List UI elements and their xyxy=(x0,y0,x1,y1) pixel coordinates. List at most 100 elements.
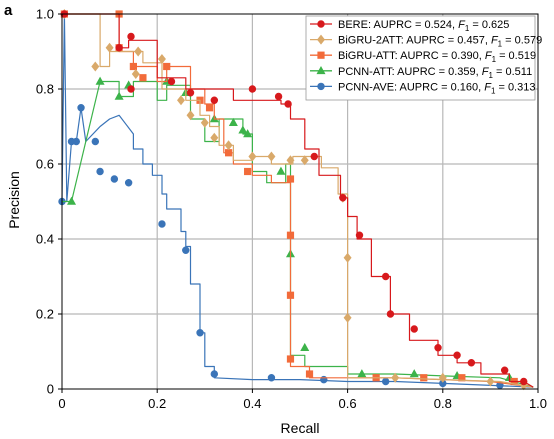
diamond-marker xyxy=(391,372,400,383)
legend-box xyxy=(305,15,536,101)
y-tick-label: 0.2 xyxy=(36,307,54,322)
triangle-marker xyxy=(300,342,310,352)
x-tick-label: 0 xyxy=(58,396,65,411)
triangle-marker xyxy=(95,76,105,85)
legend-prefix: PCNN-ATT: AUPRC = 0.359, xyxy=(338,66,482,78)
y-tick-label: 1.0 xyxy=(36,7,54,22)
square-marker xyxy=(286,291,295,299)
circle-marker xyxy=(467,359,476,367)
legend-item: PCNN-AVE: AUPRC = 0.160, F1 = 0.313 xyxy=(310,81,535,95)
axes: 0 0.2 0.4 0.6 0.8 1.0 0 0.2 0.4 0.6 0.8 1.0 xyxy=(36,7,547,412)
circle-marker xyxy=(317,82,325,91)
circle-marker xyxy=(210,370,219,378)
diamond-marker xyxy=(300,155,309,166)
legend-item: BiGRU-2ATT: AUPRC = 0.457, F1 = 0.579 xyxy=(310,35,542,49)
diamond-marker xyxy=(224,140,233,151)
circle-marker xyxy=(434,344,442,352)
circle-marker xyxy=(274,92,283,101)
legend-item: BERE: AUPRC = 0.524, F1 = 0.625 xyxy=(310,19,509,33)
legend-f-subscript: 1 xyxy=(498,40,503,49)
diamond-marker xyxy=(157,54,166,64)
triangle-marker xyxy=(243,129,253,138)
triangle-marker xyxy=(276,166,286,175)
diamond-marker xyxy=(134,46,143,57)
diamond-marker xyxy=(248,151,257,162)
legend-f-subscript: 1 xyxy=(465,24,470,33)
circle-marker xyxy=(72,137,80,146)
triangle-marker xyxy=(228,117,238,127)
circle-marker xyxy=(91,137,100,146)
legend-f1-value: = 0.579 xyxy=(502,35,542,47)
circle-marker xyxy=(310,152,318,161)
y-tick-label: 0.6 xyxy=(36,157,54,172)
legend-f1-value: = 0.519 xyxy=(496,50,536,62)
circle-marker xyxy=(210,96,219,104)
legend-prefix: BiGRU-2ATT: AUPRC = 0.457, xyxy=(338,35,491,47)
diamond-marker xyxy=(105,42,114,53)
circle-marker xyxy=(127,32,135,41)
x-tick-label: 0.6 xyxy=(339,396,357,411)
circle-marker xyxy=(317,20,325,28)
triangle-marker xyxy=(357,369,367,378)
circle-marker xyxy=(381,272,390,281)
circle-marker xyxy=(520,377,528,386)
legend-label: PCNN-AVE: AUPRC = 0.160, F1 = 0.313 xyxy=(338,81,535,95)
circle-marker xyxy=(167,77,176,86)
triangle-marker xyxy=(316,65,326,75)
y-tick-label: 0 xyxy=(47,382,54,397)
square-marker xyxy=(305,370,314,378)
legend-f-subscript: 1 xyxy=(492,55,497,64)
circle-marker xyxy=(267,374,276,382)
diamond-marker xyxy=(267,151,276,162)
circle-marker xyxy=(127,85,135,93)
diamond-marker xyxy=(343,312,352,323)
legend-label: BERE: AUPRC = 0.524, F1 = 0.625 xyxy=(338,19,509,33)
circle-marker xyxy=(124,179,133,187)
legend-f-symbol: F xyxy=(485,50,493,62)
square-marker xyxy=(129,62,138,71)
legend-f-symbol: F xyxy=(484,81,492,93)
legend-f-symbol: F xyxy=(491,35,499,47)
diamond-marker xyxy=(438,372,447,383)
circle-marker xyxy=(196,329,204,337)
circle-marker xyxy=(339,194,347,202)
circle-marker xyxy=(355,231,364,239)
panel-letter: a xyxy=(4,2,13,19)
circle-marker xyxy=(453,351,461,359)
circle-marker xyxy=(158,220,166,228)
circle-marker xyxy=(186,89,195,97)
circle-marker xyxy=(77,104,85,112)
legend-label: BiGRU-ATT: AUPRC = 0.390, F1 = 0.519 xyxy=(338,50,536,64)
square-marker xyxy=(420,374,428,382)
diamond-marker xyxy=(486,376,495,387)
square-marker xyxy=(163,62,171,71)
diamond-marker xyxy=(343,252,352,263)
legend-f1-value: = 0.511 xyxy=(493,66,532,78)
square-marker xyxy=(458,374,466,382)
circle-marker xyxy=(386,310,395,318)
legend-prefix: BERE: AUPRC = 0.524, xyxy=(338,19,458,31)
x-tick-label: 0.2 xyxy=(148,396,166,411)
triangle-marker xyxy=(67,196,77,205)
circle-marker xyxy=(284,100,292,108)
legend-label: PCNN-ATT: AUPRC = 0.359, F1 = 0.511 xyxy=(338,66,532,80)
square-marker xyxy=(139,74,147,82)
x-tick-label: 1.0 xyxy=(529,396,547,411)
diamond-marker xyxy=(177,95,185,106)
square-marker xyxy=(244,167,252,176)
square-marker xyxy=(286,175,295,183)
legend-f-symbol: F xyxy=(482,66,490,78)
legend-item: BiGRU-ATT: AUPRC = 0.390, F1 = 0.519 xyxy=(310,50,536,64)
legend-label: BiGRU-2ATT: AUPRC = 0.457, F1 = 0.579 xyxy=(338,35,542,49)
legend-f-subscript: 1 xyxy=(489,71,494,80)
diamond-marker xyxy=(286,155,295,166)
legend-prefix: PCNN-AVE: AUPRC = 0.160, xyxy=(338,81,484,93)
plot-frame xyxy=(61,13,539,390)
square-marker xyxy=(286,355,295,363)
circle-marker xyxy=(96,167,104,176)
x-tick-label: 0.8 xyxy=(434,396,452,411)
circle-marker xyxy=(410,325,418,333)
triangle-marker xyxy=(238,125,248,134)
circle-marker xyxy=(381,377,390,386)
